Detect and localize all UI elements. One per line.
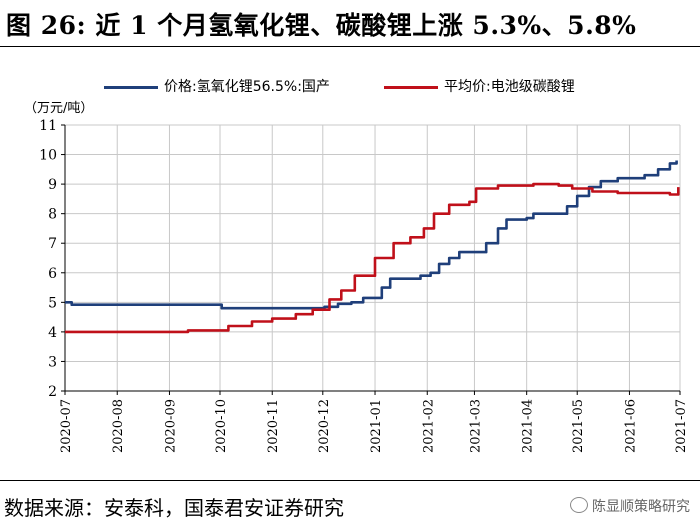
legend-swatch-carbonate [384,85,438,89]
figure-title-row: 图 26: 近 1 个月氢氧化锂、碳酸锂上涨 5.3%、5.8% [0,0,700,44]
footer-divider [0,480,700,481]
x-tick-label: 2020-07 [59,399,74,453]
legend-swatch-hydroxide [104,85,158,89]
x-tick-label: 2021-03 [468,399,483,453]
watermark-text: 陈显顺策略研究 [592,499,690,515]
legend-item-hydroxide: 价格:氢氧化锂56.5%:国产 [104,76,330,96]
y-tick-label: 5 [48,295,57,311]
legend-label-carbonate: 平均价:电池级碳酸锂 [444,79,575,95]
y-tick-label: 3 [48,354,57,370]
x-tick-label: 2021-04 [521,399,536,453]
y-tick-label: 7 [48,236,57,252]
y-tick-label: 9 [48,177,57,193]
x-tick-label: 2021-02 [421,399,436,453]
x-tick-label: 2020-09 [163,399,178,453]
x-tick-label: 2020-10 [214,399,229,453]
x-tick-label: 2021-05 [571,399,586,453]
x-tick-label: 2021-07 [674,399,689,453]
watermark: 陈显顺策略研究 [570,496,690,516]
legend-label-hydroxide: 价格:氢氧化锂56.5%:国产 [164,79,330,95]
price-line-chart: 2 3 4 5 6 7 8 9 10 11 2020-07 2020-08 2020-09 2020-10… [39,118,689,453]
x-tick-label: 2020-11 [266,399,281,453]
legend-item-carbonate: 平均价:电池级碳酸锂 [384,76,575,96]
y-tick-label: 2 [48,384,57,400]
y-tick-label: 8 [48,207,57,223]
y-tick-label: 4 [48,325,57,341]
x-tick-label: 2020-12 [317,399,332,453]
y-unit-label: （万元/吨） [24,101,94,116]
title-divider [0,46,700,47]
x-tick-label: 2021-01 [369,399,384,453]
y-tick-label: 11 [39,118,57,134]
x-tick-label: 2021-06 [623,399,638,453]
hydroxide-price-line [65,160,678,310]
y-tick-label: 6 [48,266,57,282]
x-tick-label: 2020-08 [111,399,126,453]
y-tick-label: 10 [39,148,57,164]
carbonate-price-line [65,182,680,334]
data-source: 数据来源：安泰科，国泰君安证券研究 [4,496,344,520]
wechat-icon [570,497,588,513]
figure-title: 图 26: 近 1 个月氢氧化锂、碳酸锂上涨 5.3%、5.8% [6,11,637,40]
